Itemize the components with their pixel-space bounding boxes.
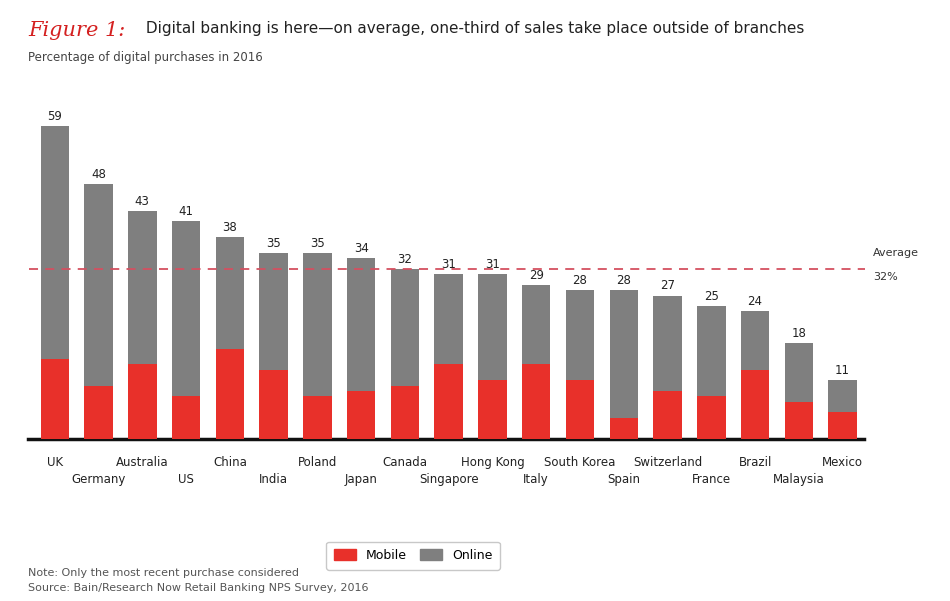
- Bar: [128, 211, 157, 364]
- Text: 28: 28: [573, 274, 587, 287]
- Bar: [741, 370, 770, 439]
- Bar: [259, 253, 288, 370]
- Text: Malaysia: Malaysia: [773, 473, 825, 486]
- Text: 59: 59: [48, 109, 62, 123]
- Text: Germany: Germany: [71, 473, 125, 486]
- Bar: [610, 418, 638, 439]
- Bar: [41, 359, 69, 439]
- Bar: [654, 391, 682, 439]
- Text: 38: 38: [222, 221, 238, 234]
- Bar: [172, 396, 200, 439]
- Bar: [697, 306, 726, 396]
- Bar: [741, 311, 770, 370]
- Text: Australia: Australia: [116, 456, 168, 469]
- Text: 29: 29: [529, 269, 543, 282]
- Text: Digital banking is here—on average, one-third of sales take place outside of bra: Digital banking is here—on average, one-…: [141, 21, 804, 36]
- Bar: [216, 237, 244, 349]
- Text: Switzerland: Switzerland: [633, 456, 702, 469]
- Text: Canada: Canada: [383, 456, 428, 469]
- Text: 11: 11: [835, 364, 850, 377]
- Bar: [522, 364, 550, 439]
- Text: Italy: Italy: [523, 473, 549, 486]
- Text: South Korea: South Korea: [544, 456, 616, 469]
- Text: 28: 28: [617, 274, 631, 287]
- Bar: [128, 364, 157, 439]
- Bar: [654, 296, 682, 391]
- Text: 31: 31: [485, 258, 500, 271]
- Text: 27: 27: [660, 279, 675, 292]
- Bar: [347, 258, 375, 391]
- Text: US: US: [179, 473, 194, 486]
- Text: China: China: [213, 456, 247, 469]
- Text: Mexico: Mexico: [822, 456, 864, 469]
- Bar: [41, 126, 69, 359]
- Text: 32%: 32%: [873, 272, 898, 282]
- Text: 32: 32: [397, 253, 412, 266]
- Bar: [785, 343, 813, 401]
- Bar: [566, 380, 594, 439]
- Bar: [85, 184, 113, 386]
- Bar: [216, 349, 244, 439]
- Text: Note: Only the most recent purchase considered: Note: Only the most recent purchase cons…: [28, 568, 299, 578]
- Bar: [478, 380, 506, 439]
- Bar: [610, 290, 638, 418]
- Legend: Mobile, Online: Mobile, Online: [326, 542, 500, 570]
- Text: India: India: [259, 473, 288, 486]
- Bar: [172, 221, 200, 396]
- Bar: [259, 370, 288, 439]
- Bar: [85, 386, 113, 439]
- Text: 24: 24: [748, 295, 763, 308]
- Text: 41: 41: [179, 205, 194, 218]
- Bar: [434, 364, 463, 439]
- Bar: [390, 269, 419, 386]
- Text: 31: 31: [441, 258, 456, 271]
- Text: Source: Bain/Research Now Retail Banking NPS Survey, 2016: Source: Bain/Research Now Retail Banking…: [28, 583, 369, 593]
- Bar: [303, 253, 332, 396]
- Bar: [785, 401, 813, 439]
- Bar: [434, 274, 463, 364]
- Bar: [478, 274, 506, 380]
- Text: 48: 48: [91, 168, 106, 181]
- Bar: [347, 391, 375, 439]
- Text: Spain: Spain: [607, 473, 640, 486]
- Bar: [828, 380, 857, 412]
- Bar: [522, 285, 550, 364]
- Text: Japan: Japan: [345, 473, 377, 486]
- Bar: [828, 412, 857, 439]
- Text: Brazil: Brazil: [738, 456, 771, 469]
- Text: Percentage of digital purchases in 2016: Percentage of digital purchases in 2016: [28, 50, 263, 64]
- Text: 35: 35: [266, 237, 281, 250]
- Text: UK: UK: [47, 456, 63, 469]
- Text: Figure 1:: Figure 1:: [28, 21, 125, 40]
- Bar: [566, 290, 594, 380]
- Text: Singapore: Singapore: [419, 473, 479, 486]
- Text: 34: 34: [353, 242, 369, 255]
- Text: 35: 35: [310, 237, 325, 250]
- Text: Hong Kong: Hong Kong: [461, 456, 524, 469]
- Bar: [697, 396, 726, 439]
- Text: 43: 43: [135, 195, 150, 207]
- Text: France: France: [692, 473, 731, 486]
- Text: Poland: Poland: [297, 456, 337, 469]
- Bar: [303, 396, 332, 439]
- Bar: [390, 386, 419, 439]
- Text: 18: 18: [791, 327, 807, 340]
- Text: 25: 25: [704, 290, 719, 303]
- Text: Average: Average: [873, 248, 920, 258]
